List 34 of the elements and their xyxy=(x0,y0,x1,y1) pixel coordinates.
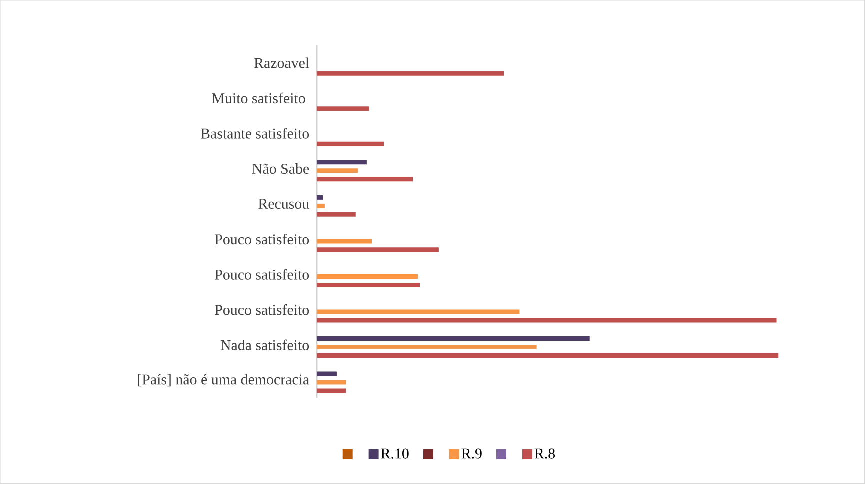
y-tick-label: [País] não é uma democracia xyxy=(138,374,310,386)
y-tick-label: Pouco satisfeito xyxy=(215,304,310,316)
bar xyxy=(317,336,590,341)
y-tick-label: Razoavel xyxy=(254,58,310,68)
bar xyxy=(317,282,420,288)
bar xyxy=(317,274,418,279)
bar xyxy=(317,380,346,385)
bar xyxy=(317,344,537,350)
bar xyxy=(317,195,324,200)
bar xyxy=(317,318,777,323)
legend-label: R.8 xyxy=(534,448,556,459)
bar xyxy=(317,212,356,217)
y-tick-label: Pouco satisfeito xyxy=(215,269,310,280)
bar xyxy=(317,239,372,244)
y-tick-label: Não Sabe xyxy=(252,163,310,174)
bar xyxy=(317,168,358,173)
bar xyxy=(317,176,414,182)
bar xyxy=(317,160,367,164)
y-tick-label: Bastante satisfeito xyxy=(200,128,310,139)
y-tick-label: Muito satisfeito xyxy=(212,92,306,104)
y-tick-label: Recusou xyxy=(258,198,310,209)
bar xyxy=(317,248,439,252)
bar xyxy=(317,204,325,208)
bar xyxy=(317,106,370,111)
bar xyxy=(317,310,520,314)
y-tick-label: Pouco satisfeito xyxy=(215,234,310,244)
bar xyxy=(317,372,337,376)
bar xyxy=(317,353,779,358)
bar xyxy=(317,142,384,146)
bar xyxy=(317,71,504,76)
legend-label: R.9 xyxy=(462,448,482,459)
bar xyxy=(317,388,346,394)
y-tick-label: Nada satisfeito xyxy=(220,340,310,350)
legend-label: R.10 xyxy=(381,448,409,459)
